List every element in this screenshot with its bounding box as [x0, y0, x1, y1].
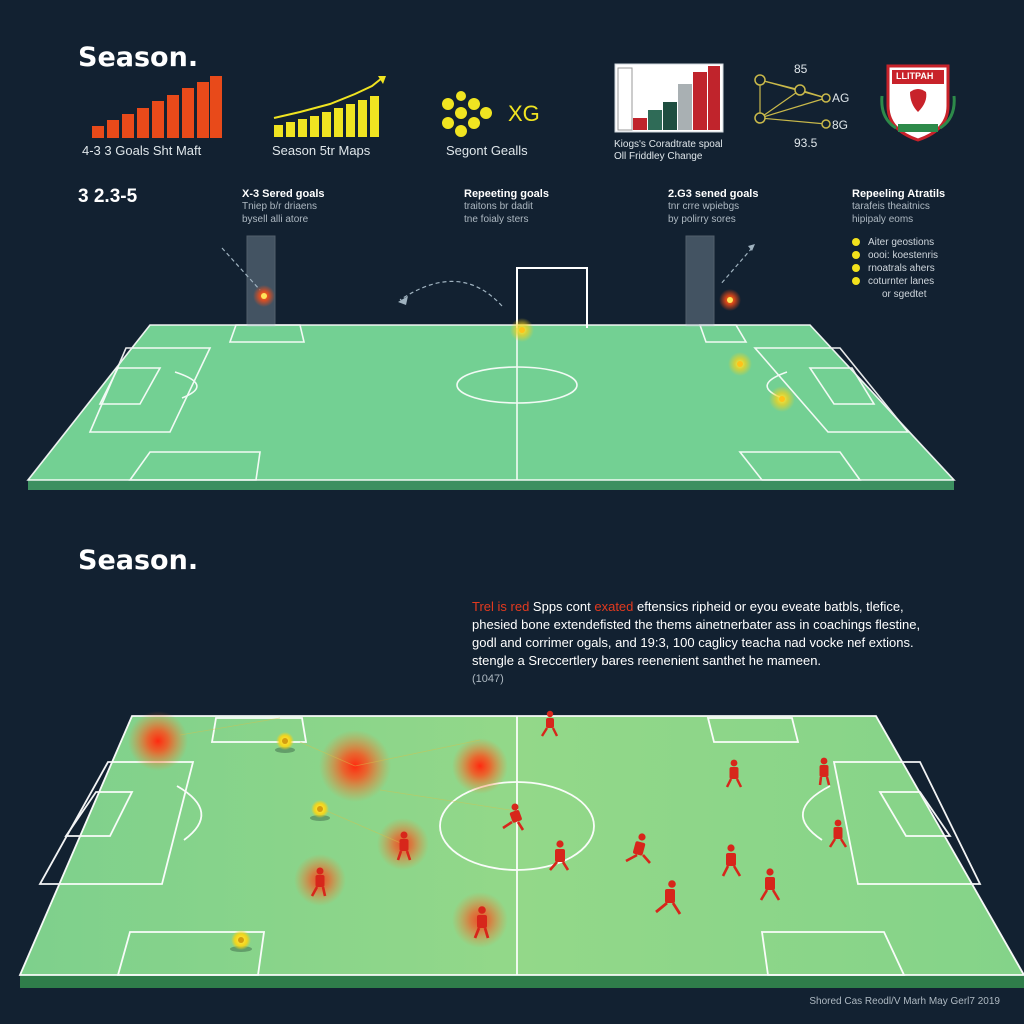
paragraph-line-3: godl and corrimer ogals, and 19:3, 100 c… — [472, 635, 914, 650]
legend-item: oooi: koestenris — [852, 249, 938, 262]
score-text: 3 2.3-5 — [78, 186, 138, 207]
xg-caption: Segont Gealls — [446, 143, 528, 158]
legend-dot-icon — [852, 251, 860, 260]
legend-label: oooi: koestenris — [868, 250, 939, 261]
paragraph-text-1: Spps cont — [529, 599, 595, 614]
legend-label: coturnter lanes — [868, 276, 935, 287]
legend-item: or sgedtet — [852, 288, 938, 301]
footer-credit: Shored Cas Reodl/V Marh May Gerl7 2019 — [809, 996, 1000, 1007]
network-label-bottom: 93.5 — [794, 136, 818, 150]
legend-dot-icon — [852, 264, 860, 273]
annotation-3-head: 2.G3 sened goals — [668, 188, 759, 200]
legend-item: rnoatrals ahers — [852, 262, 938, 275]
paragraph-red-2: exated — [594, 599, 634, 614]
legend-label: rnoatrals ahers — [868, 263, 935, 274]
annotation-4-sub: tarafeis theaitnics hipipaly eoms — [852, 201, 930, 225]
paragraph-line-2: phesied bone extendefisted the thems ain… — [472, 617, 921, 632]
paragraph-line-4: stengle a Sreccertlery bares reenenient … — [472, 653, 822, 668]
trend-chart-caption: Season 5tr Maps — [272, 143, 371, 158]
xg-label: XG — [508, 101, 540, 126]
bottom-title: Season. — [78, 545, 199, 576]
top-title: Season. — [78, 42, 199, 73]
paragraph-line-5: (1047) — [472, 673, 504, 685]
legend: Aiter geostions oooi: koestenris rnoatra… — [852, 236, 938, 301]
legend-label: or sgedtet — [882, 289, 927, 300]
column-chart-caption-2: Oll Friddley Change — [614, 151, 703, 162]
annotation-4-head: Repeeling Atratils — [852, 188, 946, 200]
annotation-2: Repeeting goals traitons br dadit tne fo… — [464, 188, 549, 226]
description-paragraph: Trel is red Spps cont exated eftensics r… — [472, 598, 972, 688]
legend-dot-icon — [852, 238, 860, 247]
annotation-2-head: Repeeting goals — [464, 188, 549, 200]
annotation-4: Repeeling Atratils tarafeis theaitnics h… — [852, 188, 945, 226]
annotation-1-head: X-3 Sered goals — [242, 188, 325, 200]
bar-chart-caption: 4-3 3 Goals Sht Maft — [82, 143, 202, 158]
legend-dot-icon — [852, 277, 860, 286]
legend-item: Aiter geostions — [852, 236, 938, 249]
paragraph-text-2: eftensics ripheid or eyou eveate batbls,… — [633, 599, 904, 614]
paragraph-line-1: Trel is red Spps cont exated eftensics r… — [472, 598, 972, 616]
legend-label: Aiter geostions — [868, 237, 935, 248]
annotation-1: X-3 Sered goals Tniep b/r driaens bysell… — [242, 188, 325, 226]
annotation-1-sub: Tniep b/r driaens bysell alli atore — [242, 201, 318, 225]
network-label-top: 85 — [794, 62, 808, 76]
paragraph-red-1: Trel is red — [472, 599, 530, 614]
column-chart-caption-1: Kiogs's Coradtrate spoal — [614, 139, 723, 150]
annotation-3-sub: tnr crre wpiebgs by polirry sores — [668, 201, 740, 225]
network-label-right: 8G — [832, 118, 849, 132]
crest-text: LLITPAH — [896, 71, 934, 81]
annotation-3: 2.G3 sened goals tnr crre wpiebgs by pol… — [668, 188, 758, 226]
network-label-mid: AG — [832, 91, 850, 105]
annotation-2-sub: traitons br dadit tne foialy sters — [464, 201, 533, 225]
legend-item: coturnter lanes — [852, 275, 938, 288]
